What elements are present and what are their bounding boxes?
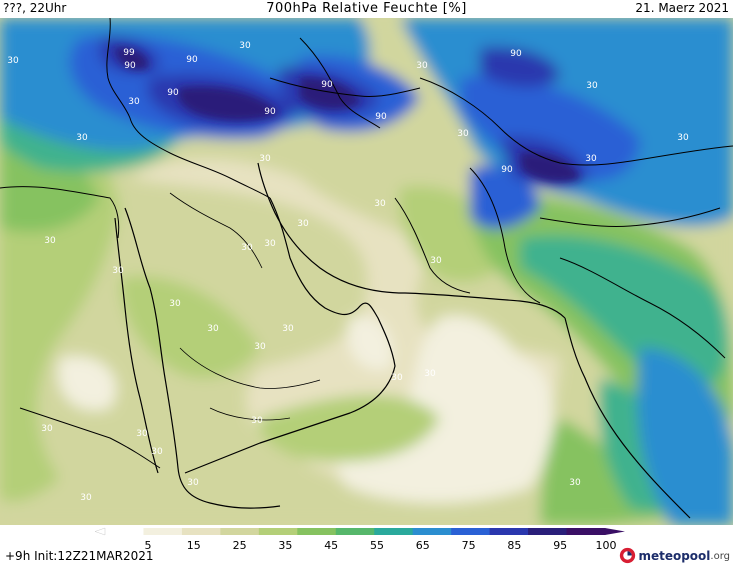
contour-label-90: 90 (510, 49, 522, 59)
contour-label-90: 90 (124, 61, 136, 71)
colorbar-cell (374, 528, 414, 535)
colorbar-cell (181, 528, 221, 535)
colorbar-cell (451, 528, 491, 535)
contour-label-30: 30 (585, 154, 597, 164)
contour-label-30: 30 (430, 256, 442, 266)
contour-label-30: 30 (76, 133, 88, 143)
contour-label-30: 30 (128, 97, 140, 107)
colorbar-tick-label: 5 (144, 539, 152, 552)
colorbar (95, 527, 625, 536)
contour-label-30: 30 (112, 266, 124, 276)
init-time: +9h Init:12Z21MAR2021 (5, 549, 154, 563)
colorbar-cell (143, 528, 183, 535)
colorbar-cell (412, 528, 452, 535)
contour-label-30: 30 (151, 447, 163, 457)
contour-label-30: 30 (254, 342, 266, 352)
colorbar-cell (566, 528, 606, 535)
contour-label-30: 30 (241, 243, 253, 253)
contour-label-30: 30 (259, 154, 271, 164)
contour-label-30: 30 (586, 81, 598, 91)
contour-label-30: 30 (457, 129, 469, 139)
contour-label-30: 30 (677, 133, 689, 143)
colorbar-cell (297, 528, 337, 535)
contour-label-30: 30 (7, 56, 19, 66)
contour-label-90: 90 (321, 80, 333, 90)
colorbar-tick-label: 35 (278, 539, 293, 552)
colorbar-tick-label: 100 (595, 539, 617, 552)
contour-label-30: 30 (391, 373, 403, 383)
contour-label-90: 90 (167, 88, 179, 98)
contour-label-30: 30 (569, 478, 581, 488)
colorbar-cell (220, 528, 260, 535)
forecast-date: 21. Maerz 2021 (635, 1, 729, 15)
contour-label-30: 30 (416, 61, 428, 71)
contour-label-30: 30 (187, 478, 199, 488)
colorbar-cell (105, 528, 144, 535)
contour-label-90: 90 (264, 107, 276, 117)
contour-label-30: 30 (80, 493, 92, 503)
contour-label-30: 30 (41, 424, 53, 434)
colorbar-cell (489, 528, 529, 535)
contour-label-30: 30 (251, 416, 263, 426)
contour-labels: 30 30 30 30 30 30 30 30 30 30 30 30 30 30 30 30 30 30 30 30… (7, 41, 689, 503)
humidity-field (0, 18, 733, 525)
contour-label-90: 90 (186, 55, 198, 65)
contour-label-30: 30 (44, 236, 56, 246)
colorbar-tick-label: 95 (553, 539, 568, 552)
colorbar-tick-label: 25 (232, 539, 247, 552)
colorbar-tick-label: 55 (370, 539, 384, 552)
contour-label-30: 30 (207, 324, 219, 334)
brand-name: meteopool (638, 548, 711, 563)
brand-logo[interactable]: meteopool .org (619, 547, 730, 564)
colorbar-max-arrow (605, 528, 625, 535)
colorbar-tick-label: 75 (461, 539, 476, 552)
colorbar-cell (258, 528, 298, 535)
contour-label-30: 30 (264, 239, 276, 249)
contour-label-90: 90 (501, 165, 513, 175)
contour-label-30: 30 (239, 41, 251, 51)
colorbar-min-arrow (95, 527, 106, 536)
map-title: 700hPa Relative Feuchte [%] (266, 1, 467, 16)
colorbar-cell (528, 528, 568, 535)
header-bar: ???, 22Uhr 700hPa Relative Feuchte [%] 2… (0, 0, 733, 18)
meteopool-logo-icon (620, 547, 636, 564)
brand-tld: .org (710, 551, 730, 562)
contour-label-30: 30 (297, 219, 309, 229)
humidity-map[interactable]: 30 30 30 30 30 30 30 30 30 30 30 30 30 30 30 30 30 30 30 30… (0, 18, 733, 525)
contour-label-30: 30 (424, 369, 436, 379)
contour-label-30: 30 (374, 199, 386, 209)
colorbar-cell (335, 528, 375, 535)
contour-label-30: 30 (169, 299, 181, 309)
contour-label-30: 30 (136, 429, 148, 439)
contour-label-90: 90 (375, 112, 387, 122)
colorbar-tick-label: 45 (324, 539, 339, 552)
colorbar-tick-label: 15 (186, 539, 201, 552)
colorbar-tick-label: 85 (507, 539, 522, 552)
coastlines-and-borders (0, 18, 733, 519)
forecast-time: ???, 22Uhr (3, 1, 67, 15)
contour-label-99: 99 (123, 48, 135, 58)
colorbar-tick-label: 65 (415, 539, 430, 552)
contour-label-30: 30 (282, 324, 294, 334)
